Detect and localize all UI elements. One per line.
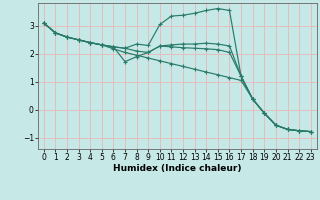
X-axis label: Humidex (Indice chaleur): Humidex (Indice chaleur) — [113, 164, 242, 173]
